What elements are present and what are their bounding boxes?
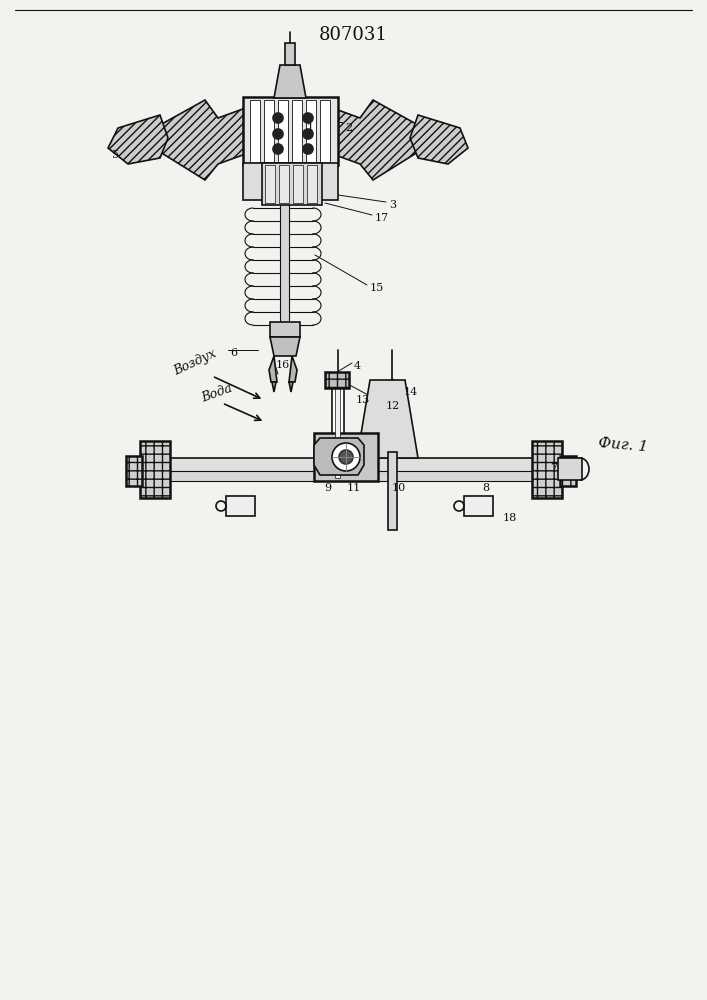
Bar <box>265 165 275 203</box>
Text: 15: 15 <box>370 283 384 293</box>
Bar <box>293 165 303 203</box>
Polygon shape <box>160 100 262 180</box>
Bar <box>320 100 330 162</box>
Text: 13: 13 <box>356 395 370 405</box>
Polygon shape <box>272 382 276 392</box>
Polygon shape <box>289 382 293 392</box>
Bar <box>285 43 295 65</box>
Bar <box>292 100 302 162</box>
Bar <box>250 100 260 162</box>
Bar <box>243 97 338 165</box>
Circle shape <box>339 450 353 464</box>
Text: 3: 3 <box>389 200 396 210</box>
Text: 10: 10 <box>392 483 407 493</box>
Bar <box>558 458 582 480</box>
Bar <box>279 165 289 203</box>
Text: 4: 4 <box>354 361 361 371</box>
Text: 5: 5 <box>112 150 119 160</box>
Polygon shape <box>274 65 306 98</box>
Text: Воздух: Воздух <box>172 346 219 378</box>
Polygon shape <box>314 438 364 475</box>
Bar <box>464 496 493 516</box>
Text: 2: 2 <box>345 123 352 133</box>
Circle shape <box>273 144 283 154</box>
Polygon shape <box>289 356 297 382</box>
Bar <box>560 456 576 486</box>
Text: Вода: Вода <box>200 381 235 405</box>
Circle shape <box>303 144 313 154</box>
Polygon shape <box>269 356 277 382</box>
Bar <box>140 458 568 472</box>
Bar <box>226 496 255 516</box>
Text: 7: 7 <box>550 463 557 473</box>
Text: 14: 14 <box>404 387 419 397</box>
Bar <box>140 441 170 498</box>
Text: 12: 12 <box>386 401 400 411</box>
Text: 18: 18 <box>503 513 518 523</box>
Bar <box>332 381 344 481</box>
Polygon shape <box>357 380 418 458</box>
Text: Фиг. 1: Фиг. 1 <box>598 436 649 454</box>
Text: 6: 6 <box>230 348 237 358</box>
Text: 9: 9 <box>324 483 331 493</box>
Text: 17: 17 <box>375 213 389 223</box>
Bar <box>126 456 142 486</box>
Circle shape <box>303 113 313 123</box>
Text: 8: 8 <box>482 483 489 493</box>
Bar <box>270 322 300 337</box>
Bar <box>280 203 289 328</box>
Bar <box>262 163 322 205</box>
Bar <box>243 163 338 200</box>
Bar <box>314 433 378 481</box>
Bar <box>325 372 349 388</box>
Text: 16: 16 <box>276 360 291 370</box>
Polygon shape <box>270 337 300 356</box>
Text: 1: 1 <box>307 123 314 133</box>
Polygon shape <box>316 100 418 180</box>
Circle shape <box>303 129 313 139</box>
Bar <box>307 165 317 203</box>
Bar <box>264 100 274 162</box>
Polygon shape <box>108 115 168 164</box>
Bar <box>388 452 397 530</box>
Text: 11: 11 <box>347 483 361 493</box>
Bar <box>140 471 568 481</box>
Circle shape <box>273 129 283 139</box>
Bar <box>532 441 562 498</box>
Circle shape <box>273 113 283 123</box>
Polygon shape <box>410 115 468 164</box>
Bar <box>306 100 316 162</box>
Bar <box>335 384 340 478</box>
Text: 807031: 807031 <box>319 26 387 44</box>
Circle shape <box>332 443 360 471</box>
Bar <box>278 100 288 162</box>
